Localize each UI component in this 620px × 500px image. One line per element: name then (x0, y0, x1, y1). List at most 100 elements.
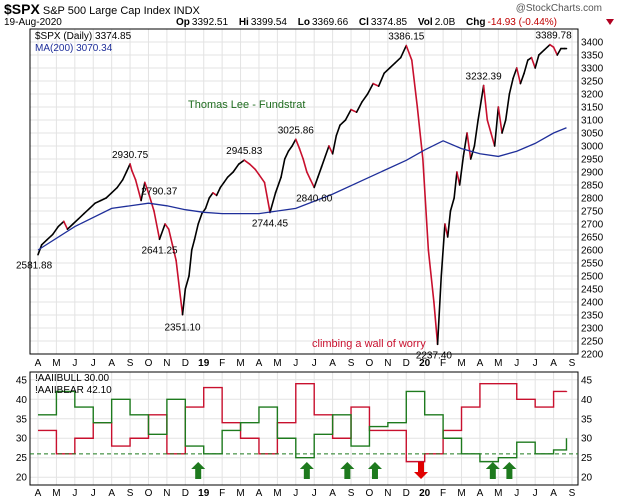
ma200-line (37, 127, 567, 251)
price-x-tick: M (273, 358, 281, 369)
sent-x-tick: O (145, 488, 153, 499)
price-line-segment (497, 106, 503, 134)
price-x-tick: A (329, 358, 336, 369)
price-line-segment (328, 145, 334, 155)
price-x-tick: D (403, 358, 410, 369)
price-y-tick: 2600 (581, 246, 604, 257)
price-line-segment (350, 108, 358, 113)
price-value-label: 2790.37 (141, 187, 178, 198)
price-line-segment (313, 176, 319, 189)
price-line-segment (490, 132, 496, 147)
price-value-label: 3386.15 (388, 32, 425, 43)
price-line-segment (144, 181, 150, 194)
annotation-note: climbing a wall of worry (312, 338, 426, 350)
price-line-segment (436, 275, 443, 346)
price-x-tick: A (35, 358, 42, 369)
price-line-segment (280, 158, 286, 178)
price-x-tick: J (514, 358, 519, 369)
price-line-segment (294, 138, 301, 150)
arrow-up-icon (367, 462, 382, 479)
sent-x-tick: N (384, 488, 391, 499)
price-y-tick: 3350 (581, 51, 604, 62)
arrow-up-icon (485, 462, 500, 479)
price-line-segment (158, 223, 166, 241)
price-y-tick: 2700 (581, 220, 604, 231)
price-line-segment (129, 163, 133, 172)
sent-y-tick-left: 35 (16, 414, 28, 425)
price-line-segment (223, 176, 229, 184)
price-line-segment (193, 223, 199, 241)
price-x-tick: J (91, 358, 96, 369)
sent-x-tick: F (440, 488, 446, 499)
price-x-tick: A (256, 358, 263, 369)
change-label: Chg (466, 17, 486, 28)
price-line-segment (306, 171, 312, 181)
price-line-segment (556, 47, 562, 56)
price-line-segment (237, 159, 246, 165)
price-x-tick: F (219, 358, 225, 369)
price-x-tick: S (569, 358, 576, 369)
price-line-segment (339, 119, 347, 126)
price-line-segment (473, 119, 479, 147)
high-label: Hi (238, 17, 249, 28)
price-x-tick: A (108, 358, 115, 369)
low-label: Lo (297, 17, 310, 28)
open-label: Op (176, 17, 190, 28)
index-name: S&P 500 Large Cap Index (42, 5, 171, 17)
price-line-segment (519, 72, 525, 85)
price-value-label: 3389.78 (536, 31, 573, 42)
price-x-tick: S (127, 358, 134, 369)
price-y-tick: 2450 (581, 285, 604, 296)
price-line-segment (164, 223, 170, 230)
sent-x-tick: J (91, 488, 96, 499)
change-value: -14.93 (-0.44%) (487, 17, 557, 28)
price-y-tick: 2200 (581, 350, 604, 361)
sent-x-tick: M (52, 488, 60, 499)
price-line-segment (410, 59, 419, 108)
symbol: $SPX (4, 1, 40, 17)
price-x-tick: M (457, 358, 465, 369)
sentiment-panel-frame (29, 371, 579, 486)
sent-x-tick: M (494, 488, 502, 499)
price-line-segment (125, 163, 131, 173)
sent-y-tick-right: 45 (581, 375, 593, 386)
price-line-segment (40, 238, 49, 246)
exchange: INDX (173, 5, 200, 17)
sent-x-tick: D (182, 488, 189, 499)
price-line-segment (427, 249, 435, 303)
price-line-segment (263, 181, 271, 214)
sentiment-arrow-markers (191, 462, 517, 479)
price-line-segment (302, 158, 308, 173)
price-line-segment (171, 244, 177, 262)
sent-x-tick: J (514, 488, 519, 499)
price-value-label: 2351.10 (164, 323, 201, 334)
sent-x-tick: M (457, 488, 465, 499)
annotation-author: Thomas Lee - Fundstrat (188, 99, 306, 111)
legend-bear: !AAIIBEAR 42.10 (35, 385, 112, 396)
price-x-tick: O (145, 358, 153, 369)
price-line-segment (355, 101, 363, 113)
price-line-segment (94, 199, 102, 204)
price-line-segment (57, 220, 65, 228)
price-line-segment (394, 56, 402, 64)
sent-y-tick-right: 30 (581, 434, 593, 445)
price-line-segment (283, 150, 290, 160)
down-triangle-icon (606, 19, 614, 25)
price-line-segment (121, 171, 128, 181)
price-line-segment (383, 67, 391, 74)
sent-x-tick: S (348, 488, 355, 499)
sent-y-tick-left: 30 (16, 434, 28, 445)
price-y-tick: 2650 (581, 233, 604, 244)
price-line-segment (167, 228, 174, 246)
sent-x-tick: A (550, 488, 557, 499)
price-line-segment (372, 82, 380, 87)
price-line-segment (534, 54, 540, 69)
price-y-tick: 3200 (581, 90, 604, 101)
price-line-segment (232, 163, 240, 173)
price-x-tick: N (163, 358, 170, 369)
price-line-segment (190, 238, 196, 251)
sentiment-series-group (30, 382, 578, 463)
price-line-segment (320, 155, 327, 168)
price-y-tick: 2500 (581, 272, 604, 283)
